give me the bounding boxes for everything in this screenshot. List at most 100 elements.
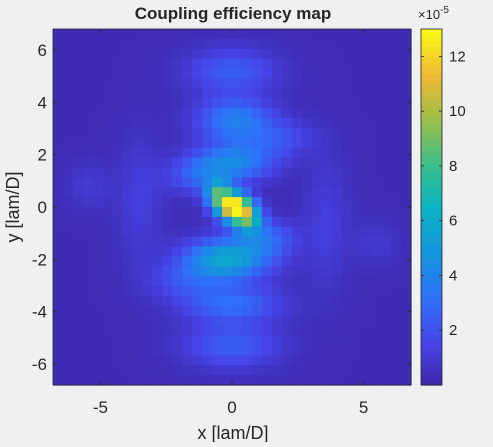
heatmap-cell: [371, 296, 382, 307]
heatmap-cell: [321, 98, 333, 109]
heatmap-cell: [381, 325, 392, 337]
heatmap-cell: [202, 68, 213, 80]
heatmap-cell: [222, 296, 233, 307]
heatmap-cell: [92, 305, 104, 317]
heatmap-cell: [321, 108, 333, 119]
heatmap-cell: [152, 78, 163, 89]
heatmap-cell: [351, 256, 362, 267]
heatmap-cell: [251, 256, 263, 267]
heatmap-cell: [132, 127, 144, 139]
heatmap-cell: [371, 127, 382, 139]
heatmap-cell: [232, 296, 243, 307]
heatmap-cell: [361, 187, 372, 198]
heatmap-cell: [132, 118, 144, 129]
heatmap-cell: [172, 296, 183, 307]
heatmap-cell: [102, 147, 114, 159]
heatmap-cell: [311, 38, 323, 50]
heatmap-cell: [102, 88, 114, 99]
heatmap-cell: [341, 98, 352, 109]
heatmap-cell: [132, 226, 144, 238]
colorbar-segment: [421, 140, 442, 147]
heatmap-cell: [401, 365, 412, 376]
heatmap-cell: [182, 345, 193, 356]
heatmap-cell: [301, 197, 313, 208]
heatmap-cell: [182, 127, 193, 139]
heatmap-cell: [391, 137, 402, 149]
heatmap-cell: [241, 345, 253, 356]
heatmap-cell: [122, 58, 134, 70]
heatmap-cell: [281, 167, 293, 178]
heatmap-cell: [251, 375, 263, 386]
heatmap-cell: [351, 157, 362, 169]
heatmap-cell: [391, 108, 402, 119]
heatmap-cell: [102, 48, 114, 60]
heatmap-cell: [82, 177, 94, 188]
heatmap-cell: [311, 58, 323, 70]
heatmap-cell: [351, 48, 362, 60]
heatmap-cell: [371, 58, 382, 70]
heatmap-cell: [53, 305, 64, 317]
heatmap-cell: [132, 266, 144, 277]
heatmap-cell: [381, 355, 392, 366]
heatmap-cell: [172, 58, 183, 70]
heatmap-cell: [112, 98, 124, 109]
heatmap-cell: [162, 226, 173, 238]
heatmap-cell: [212, 256, 223, 267]
heatmap-cell: [291, 236, 303, 248]
heatmap-cell: [102, 335, 114, 347]
heatmap-cell: [172, 137, 183, 149]
heatmap-cell: [232, 305, 243, 317]
colorbar-segment: [421, 151, 442, 158]
heatmap-cell: [72, 127, 84, 139]
heatmap-cell: [92, 286, 104, 297]
heatmap-cell: [241, 335, 253, 347]
heatmap-cell: [232, 118, 243, 129]
heatmap-cell: [122, 246, 134, 258]
heatmap-cell: [142, 365, 154, 376]
colorbar-segment: [421, 212, 442, 219]
heatmap-cell: [202, 58, 213, 70]
heatmap-cell: [222, 157, 233, 169]
heatmap-cell: [391, 335, 402, 347]
x-tick-label: 0: [227, 398, 236, 417]
heatmap-cell: [192, 48, 203, 60]
heatmap-cell: [341, 325, 352, 337]
heatmap-cell: [321, 226, 333, 238]
heatmap-cell: [172, 127, 183, 139]
heatmap-cell: [321, 58, 333, 70]
heatmap-cell: [261, 58, 273, 70]
heatmap-cell: [172, 108, 183, 119]
heatmap-cell: [192, 207, 203, 218]
heatmap-cell: [222, 187, 233, 198]
heatmap-cell: [251, 118, 263, 129]
heatmap-cell: [53, 98, 64, 109]
heatmap-cell: [162, 38, 173, 50]
heatmap-cell: [192, 365, 203, 376]
colorbar-segment: [421, 73, 442, 80]
heatmap-cell: [72, 98, 84, 109]
heatmap-cell: [122, 147, 134, 159]
heatmap-cell: [92, 216, 104, 228]
colorbar-segment: [421, 173, 442, 180]
heatmap-cell: [251, 137, 263, 149]
heatmap-cell: [222, 315, 233, 327]
heatmap-cell: [351, 375, 362, 386]
heatmap-cell: [241, 147, 253, 159]
heatmap-cell: [351, 187, 362, 198]
heatmap-cell: [291, 78, 303, 89]
heatmap-cell: [301, 157, 313, 169]
heatmap-cell: [261, 98, 273, 109]
heatmap-cell: [401, 68, 412, 80]
heatmap-cell: [251, 296, 263, 307]
heatmap-cell: [192, 197, 203, 208]
heatmap-cell: [102, 177, 114, 188]
heatmap-cell: [291, 157, 303, 169]
heatmap-cell: [291, 207, 303, 218]
heatmap-cell: [212, 325, 223, 337]
heatmap-cell: [172, 216, 183, 228]
heatmap-cell: [321, 276, 333, 287]
heatmap-cell: [162, 118, 173, 129]
heatmap-cell: [371, 137, 382, 149]
heatmap-cell: [311, 216, 323, 228]
heatmap-cell: [132, 355, 144, 366]
